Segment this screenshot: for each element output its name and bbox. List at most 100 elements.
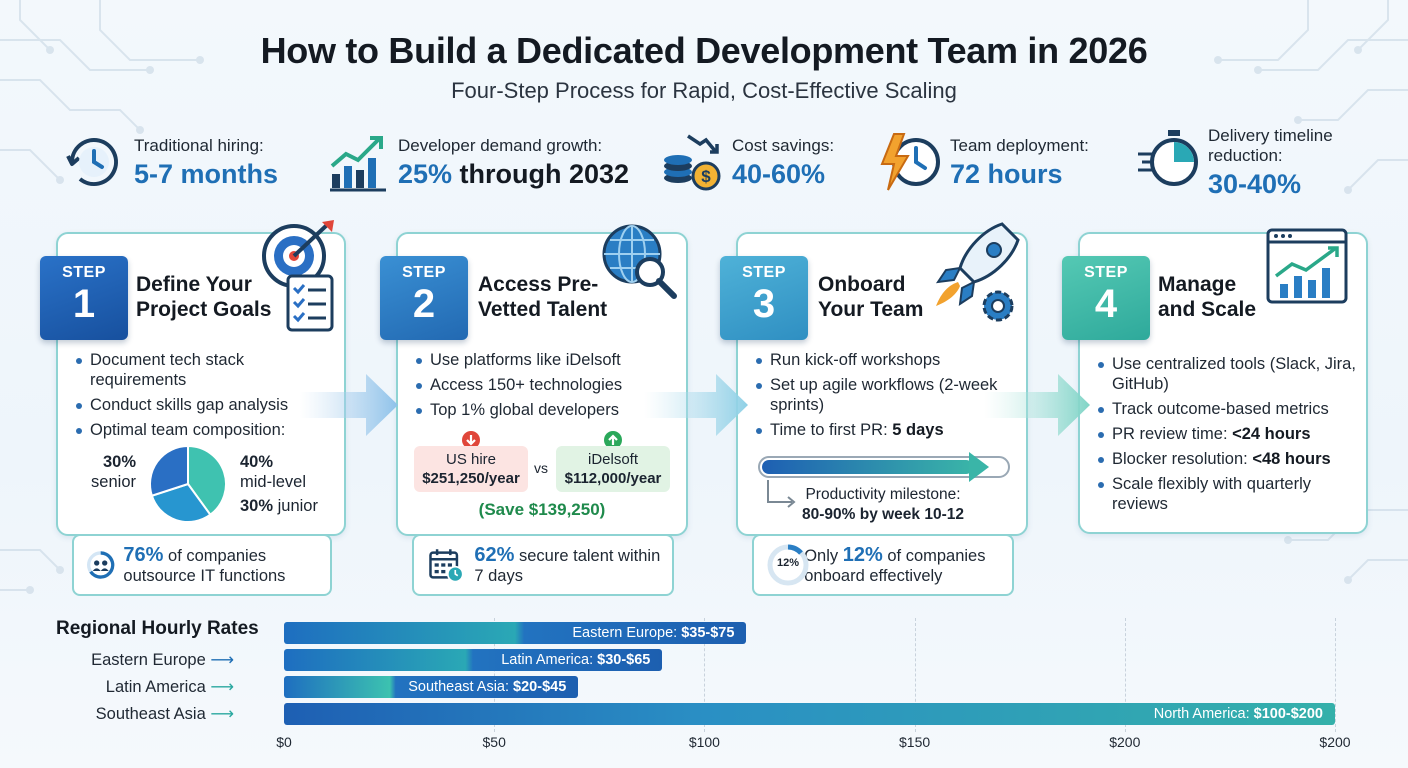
us-hire-label: US hire	[445, 451, 497, 468]
chart-row-label-southeast-asia: Southeast Asia ⟶	[54, 704, 234, 724]
globe-search-icon	[602, 224, 677, 299]
step-3-callout: 12% Only 12% of companies onboard effect…	[752, 534, 1014, 596]
pr-value: 5 days	[892, 421, 944, 439]
clock-arrow-icon	[66, 138, 118, 187]
progress-arrowhead-icon	[969, 452, 989, 482]
pie-label: mid-level	[240, 473, 307, 491]
stat-team-deployment: Team deployment: 72 hours	[878, 126, 1089, 206]
bar-label-range: $35-$75	[681, 625, 735, 641]
pie-label-junior: 30% junior	[240, 497, 318, 516]
productivity-milestone: Productivity milestone: 80-90% by week 1…	[798, 485, 968, 525]
stat-value: 30-40%	[1208, 169, 1302, 199]
step-3-badge: STEP 3	[720, 256, 808, 340]
list-item: Set up agile workflows (2-week sprints)	[754, 375, 1020, 415]
bar-label: North America: $100-$200	[1154, 706, 1323, 722]
lightning-clock-icon	[880, 133, 940, 191]
chart-gridline	[704, 618, 706, 732]
list-item: Optimal team composition:	[74, 420, 336, 440]
step-label: STEP	[402, 264, 446, 281]
stat-value: 5-7 months	[134, 159, 279, 189]
step-connector-arrow-3	[984, 374, 1090, 436]
callout-pre: Only	[804, 546, 843, 565]
callout-text: 76% of companies outsource IT functions	[123, 545, 330, 586]
coins-down-icon: $	[664, 134, 721, 191]
row-label-text: Latin America	[105, 678, 206, 696]
metric-value: <24 hours	[1232, 425, 1311, 443]
stat-label: Traditional hiring:	[134, 136, 264, 155]
callout-text: 62% secure talent within 7 days	[474, 545, 672, 586]
callout-text: Only 12% of companies onboard effectivel…	[804, 545, 1012, 586]
step-1-badge: STEP 1	[40, 256, 128, 340]
step-number: 2	[412, 282, 436, 326]
chart-gridline	[1124, 618, 1126, 732]
svg-text:$: $	[701, 167, 711, 186]
arrow-up-icon	[604, 431, 622, 449]
step-number: 3	[752, 282, 776, 326]
bar-label-name: North America:	[1153, 706, 1254, 722]
stat-label: Developer demand growth:	[398, 136, 603, 155]
stat-developer-demand: Developer demand growth: 25% through 203…	[326, 126, 629, 206]
row-arrow-icon: ⟶	[210, 651, 234, 669]
pie-pct: 30%	[102, 453, 136, 471]
callout-value: 62%	[474, 543, 515, 566]
pie-pct: 40%	[240, 453, 274, 471]
bar-label-range: $20-$45	[513, 679, 567, 695]
idelsoft-price: $112,000/year	[564, 470, 662, 487]
team-ring-icon	[87, 551, 115, 579]
chart-gridline	[494, 618, 496, 732]
step-1-callout: 76% of companies outsource IT functions	[72, 534, 332, 596]
onboard-ring: 12%	[766, 543, 809, 587]
idelsoft-label: iDelsoft	[587, 451, 639, 468]
dashboard-chart-icon	[1266, 228, 1348, 304]
row-label-text: Eastern Europe	[91, 651, 206, 669]
step-2-callout: 62% secure talent within 7 days	[412, 534, 674, 596]
x-tick-label: $100	[688, 734, 720, 750]
list-item: Scale flexibly with quarterly reviews	[1096, 474, 1358, 514]
step-2-title: Access Pre-Vetted Talent	[478, 273, 608, 321]
list-item: Run kick-off workshops	[754, 350, 1020, 370]
pie-pct: 30%	[240, 497, 274, 515]
bar-latin-america: Latin America: $30-$65	[284, 649, 663, 671]
milestone-value: 80-90% by week 10-12	[802, 506, 964, 523]
vs-label: vs	[534, 460, 548, 476]
page-title: How to Build a Dedicated Development Tea…	[260, 30, 1148, 71]
page-subtitle: Four-Step Process for Rapid, Cost-Effect…	[451, 78, 957, 103]
bar-southeast-asia: Southeast Asia: $20-$45	[284, 676, 579, 698]
circuit-decoration-left	[0, 0, 204, 184]
list-item: Blocker resolution: <48 hours	[1096, 449, 1358, 469]
pie-slice-junior	[150, 482, 212, 523]
bar-label-name: Eastern Europe:	[572, 625, 682, 641]
list-item: Access 150+ technologies	[414, 375, 680, 395]
list-item: Document tech stack requirements	[74, 350, 336, 390]
chart-title: Regional Hourly Rates	[56, 618, 259, 639]
step-2-badge: STEP 2	[380, 256, 468, 340]
stat-label: Cost savings:	[732, 136, 835, 155]
step-connector-arrow-1	[300, 374, 398, 436]
stat-value-rest: through 2032	[452, 159, 630, 189]
list-item: PR review time: <24 hours	[1096, 424, 1358, 444]
step-2-bullets: Use platforms like iDelsoft Access 150+ …	[414, 350, 680, 425]
metric-label: Blocker resolution:	[1112, 450, 1253, 468]
productivity-progress-fill	[762, 460, 973, 474]
target-checklist-icon	[262, 220, 334, 332]
metric-value: <48 hours	[1252, 450, 1331, 468]
bar-label: Latin America: $30-$65	[501, 652, 650, 668]
bar-label: Southeast Asia: $20-$45	[408, 679, 566, 695]
step-label: STEP	[742, 264, 786, 281]
milestone-label: Productivity milestone:	[805, 486, 961, 503]
stat-cost-savings: $ Cost savings: 40-60%	[660, 126, 834, 206]
chart-row-label-eastern-europe: Eastern Europe ⟶	[54, 650, 234, 670]
bar-north-america: North America: $100-$200	[284, 703, 1335, 725]
rocket-gear-icon	[935, 222, 1020, 322]
callout-desc: of companies onboard effectively	[804, 546, 986, 585]
bar-label-name: Southeast Asia:	[408, 679, 514, 695]
list-item: Time to first PR: 5 days	[754, 420, 1020, 440]
step-number: 1	[72, 282, 96, 326]
list-item: Top 1% global developers	[414, 400, 680, 420]
milestone-pointer-icon	[767, 480, 796, 508]
stat-value: 72 hours	[950, 159, 1063, 189]
chart-gridline	[914, 618, 916, 732]
pie-label: senior	[91, 473, 136, 491]
step-3-title: Onboard Your Team	[818, 273, 924, 321]
callout-desc: secure talent within 7 days	[474, 546, 661, 585]
